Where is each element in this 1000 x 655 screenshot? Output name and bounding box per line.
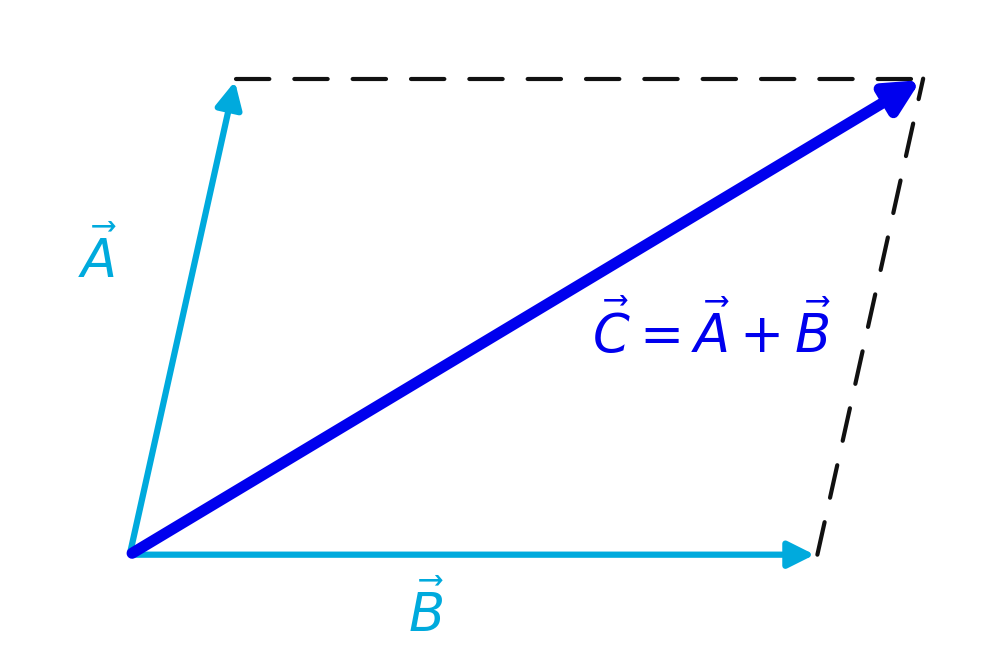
Text: $\vec{B}$: $\vec{B}$	[408, 583, 444, 643]
Text: $\vec{A}$: $\vec{A}$	[78, 229, 118, 289]
Text: $\vec{C} = \vec{A} + \vec{B}$: $\vec{C} = \vec{A} + \vec{B}$	[592, 301, 831, 364]
